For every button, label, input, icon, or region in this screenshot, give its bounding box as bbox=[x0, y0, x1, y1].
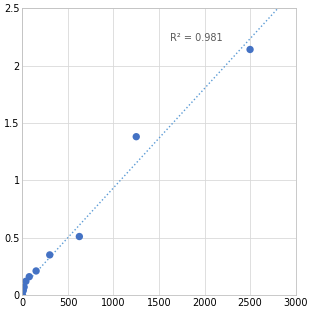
Point bbox=[23, 279, 28, 284]
Point bbox=[34, 268, 39, 273]
Point bbox=[20, 292, 25, 297]
Point bbox=[47, 252, 52, 257]
Point bbox=[134, 134, 139, 139]
Point bbox=[77, 234, 82, 239]
Point bbox=[21, 288, 26, 293]
Point bbox=[247, 47, 252, 52]
Text: R² = 0.981: R² = 0.981 bbox=[170, 33, 222, 43]
Point bbox=[27, 274, 32, 279]
Point bbox=[22, 285, 27, 290]
